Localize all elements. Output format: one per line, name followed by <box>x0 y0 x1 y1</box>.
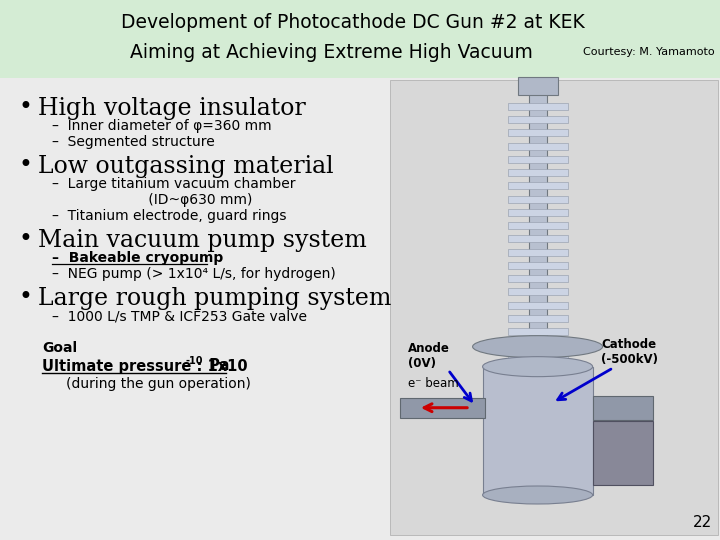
Text: •: • <box>18 228 32 252</box>
Text: Anode
(0V): Anode (0V) <box>408 342 450 370</box>
Bar <box>508 315 567 322</box>
Bar <box>593 421 653 485</box>
Bar <box>508 156 567 163</box>
Text: Aiming at Achieving Extreme High Vacuum: Aiming at Achieving Extreme High Vacuum <box>130 43 533 62</box>
Text: Cathode
(-500kV): Cathode (-500kV) <box>601 338 658 366</box>
Bar <box>0 0 720 78</box>
Text: Main vacuum pump system: Main vacuum pump system <box>38 228 366 252</box>
Text: Large rough pumping system: Large rough pumping system <box>38 287 392 309</box>
Text: •: • <box>18 287 32 309</box>
Text: (ID~φ630 mm): (ID~φ630 mm) <box>52 193 253 207</box>
Text: -10: -10 <box>186 356 204 366</box>
Bar <box>593 396 652 420</box>
Text: High voltage insulator: High voltage insulator <box>38 97 306 119</box>
Text: Goal: Goal <box>42 341 77 355</box>
Bar <box>508 275 567 282</box>
Text: –  1000 L/s TMP & ICF253 Gate valve: – 1000 L/s TMP & ICF253 Gate valve <box>52 309 307 323</box>
Text: –  Bakeable cryopump: – Bakeable cryopump <box>52 251 223 265</box>
Bar <box>508 103 567 110</box>
Text: –  Titanium electrode, guard rings: – Titanium electrode, guard rings <box>52 209 287 223</box>
Text: –  Inner diameter of φ=360 mm: – Inner diameter of φ=360 mm <box>52 119 271 133</box>
Bar <box>528 90 546 367</box>
Bar <box>508 235 567 242</box>
Bar <box>508 262 567 269</box>
Text: Development of Photocathode DC Gun #2 at KEK: Development of Photocathode DC Gun #2 at… <box>121 12 585 31</box>
Bar <box>508 328 567 335</box>
Bar <box>508 222 567 229</box>
Text: –  Large titanium vacuum chamber: – Large titanium vacuum chamber <box>52 177 295 191</box>
Text: Courtesy: M. Yamamoto: Courtesy: M. Yamamoto <box>583 47 715 57</box>
Text: Low outgassing material: Low outgassing material <box>38 154 333 178</box>
Bar <box>508 355 567 362</box>
Bar <box>508 169 567 176</box>
Ellipse shape <box>472 336 603 357</box>
Text: •: • <box>18 154 32 178</box>
Ellipse shape <box>482 486 593 504</box>
Text: Ultimate pressure : 1x10: Ultimate pressure : 1x10 <box>42 359 248 374</box>
Text: •: • <box>18 97 32 119</box>
Bar <box>508 143 567 150</box>
Bar <box>508 195 567 202</box>
Bar <box>508 288 567 295</box>
Bar <box>0 78 720 540</box>
Text: Pa: Pa <box>204 359 230 374</box>
Bar <box>508 341 567 348</box>
Bar <box>508 130 567 137</box>
Ellipse shape <box>482 356 593 377</box>
Bar <box>508 249 567 256</box>
Bar <box>390 80 718 535</box>
Bar <box>508 209 567 216</box>
Text: –  Segmented structure: – Segmented structure <box>52 135 215 149</box>
Bar <box>508 183 567 190</box>
Text: e⁻ beam: e⁻ beam <box>408 377 459 390</box>
Bar <box>482 367 593 495</box>
Bar <box>400 398 485 418</box>
Text: –  NEG pump (> 1x10⁴ L/s, for hydrogen): – NEG pump (> 1x10⁴ L/s, for hydrogen) <box>52 267 336 281</box>
Bar <box>508 302 567 309</box>
Text: 22: 22 <box>693 515 712 530</box>
Bar <box>508 116 567 123</box>
Bar <box>518 77 557 95</box>
Text: (during the gun operation): (during the gun operation) <box>66 377 251 391</box>
